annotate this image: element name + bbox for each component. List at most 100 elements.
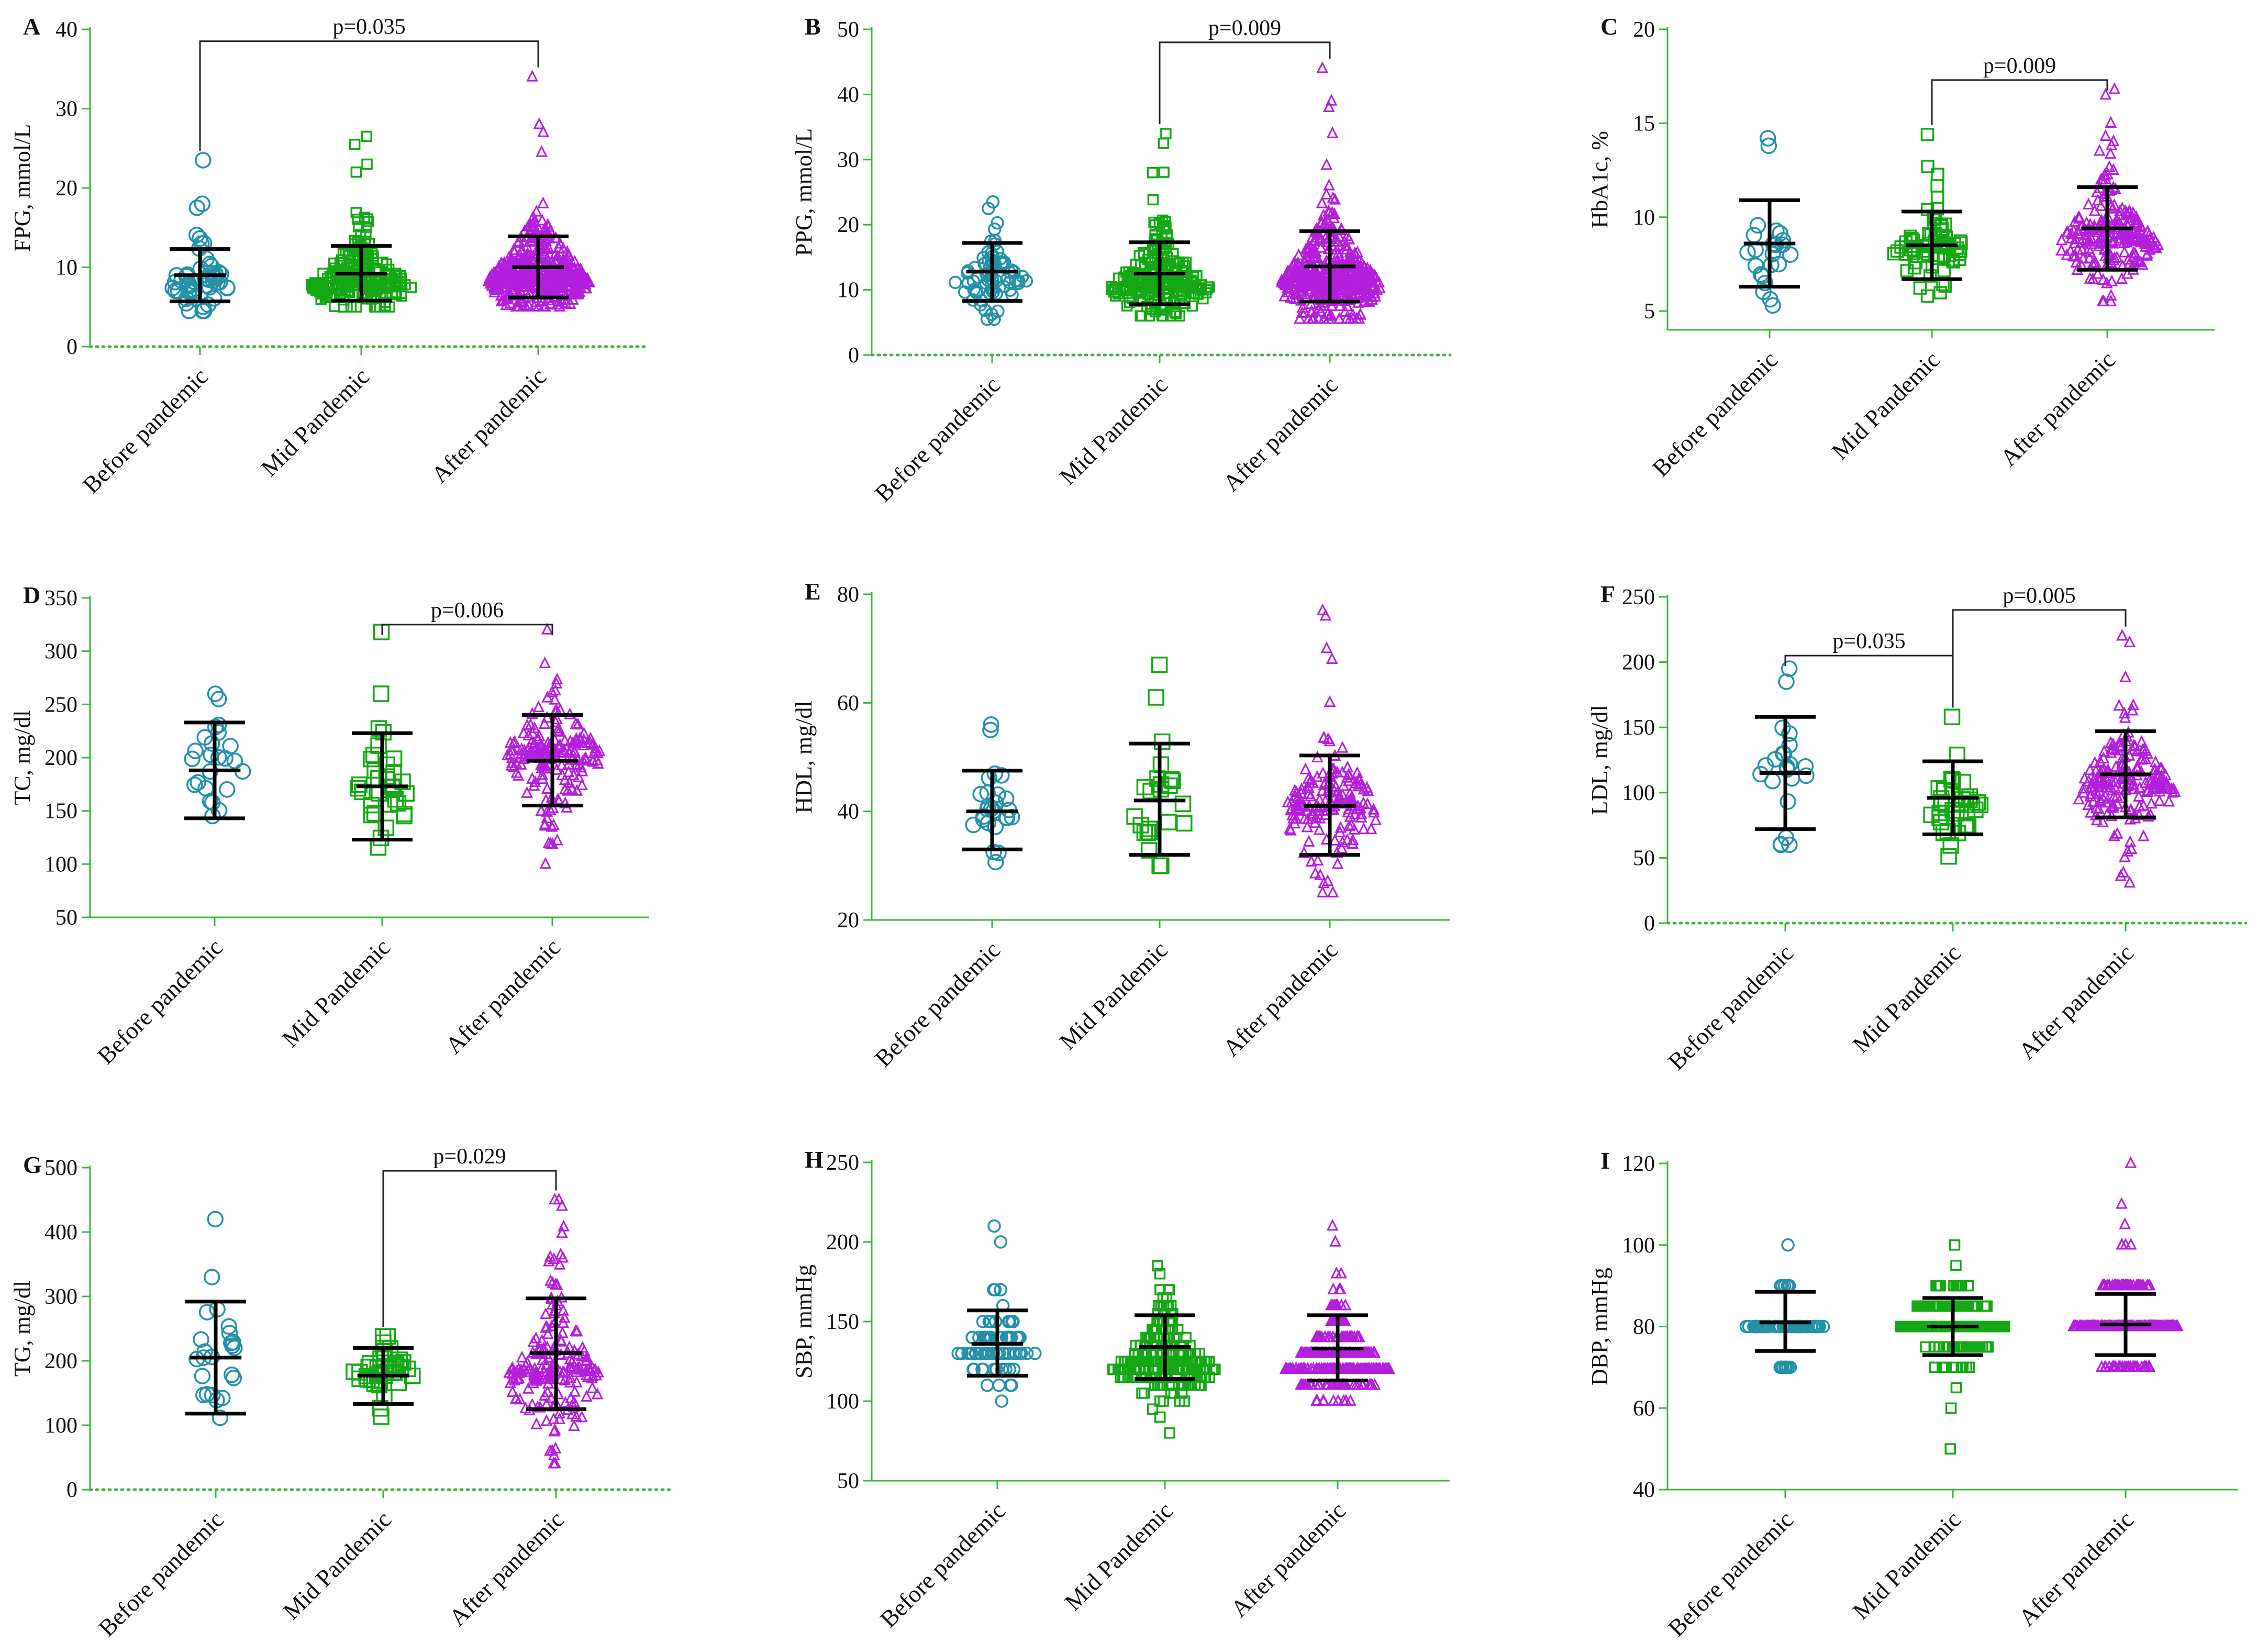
data-point <box>1361 781 1373 793</box>
data-point <box>515 268 528 280</box>
data-point <box>1151 657 1168 673</box>
data-point <box>2118 246 2131 258</box>
data-point <box>207 685 224 702</box>
data-point <box>1305 855 1318 867</box>
x-category-label: Mid Pandemic <box>1826 346 1945 465</box>
x-category-label: After pandemic <box>444 1506 569 1631</box>
data-point <box>2122 1360 2135 1372</box>
data-point <box>336 254 348 266</box>
x-category-label: After pandemic <box>2014 939 2139 1064</box>
data-point <box>1354 308 1367 320</box>
panel-letter: E <box>805 578 821 605</box>
points-before <box>1739 1238 1830 1374</box>
data-point <box>349 780 366 797</box>
data-point <box>1153 733 1171 750</box>
data-point <box>1972 1300 1984 1312</box>
data-point <box>1361 287 1373 299</box>
data-point <box>553 1258 566 1270</box>
data-point <box>1288 276 1301 288</box>
data-point <box>2107 253 2120 265</box>
data-point <box>361 158 373 170</box>
data-point <box>1958 817 1974 834</box>
data-point <box>1290 812 1302 824</box>
data-point <box>510 1364 523 1377</box>
data-point <box>1324 734 1336 747</box>
data-point <box>1002 1315 1016 1328</box>
data-point <box>992 1378 1006 1392</box>
data-point <box>1359 1362 1371 1374</box>
data-point <box>1318 730 1330 742</box>
x-category-label: Mid Pandemic <box>277 1506 396 1625</box>
data-point <box>1355 807 1368 819</box>
data-point <box>1136 1388 1148 1399</box>
data-point <box>374 1328 392 1345</box>
data-point <box>2152 770 2165 782</box>
data-point <box>1281 1362 1293 1374</box>
data-point <box>2129 1360 2141 1372</box>
data-point <box>2137 829 2150 841</box>
data-point <box>1313 312 1325 324</box>
data-point <box>2118 706 2131 719</box>
data-point <box>1020 1347 1034 1360</box>
data-point <box>1937 236 1951 250</box>
x-category-label: Before pandemic <box>1663 1506 1798 1641</box>
data-point <box>1341 833 1353 845</box>
data-point <box>1782 246 1799 263</box>
data-point <box>1313 1378 1325 1390</box>
data-point <box>552 268 564 281</box>
data-point <box>389 281 401 293</box>
data-point <box>516 742 528 755</box>
data-point <box>1329 193 1341 205</box>
data-point <box>553 740 566 753</box>
panel-letter: I <box>1600 1147 1610 1174</box>
data-point <box>980 1347 994 1360</box>
data-point <box>536 214 548 226</box>
data-point <box>1309 867 1321 879</box>
data-point <box>521 786 533 798</box>
data-point <box>1352 264 1364 276</box>
significance-bracket: p=0.009 <box>1931 54 2108 125</box>
data-point <box>321 287 333 299</box>
points-after <box>2055 82 2164 306</box>
y-axis-title: HbA1c, % <box>1587 131 1613 228</box>
y-axis-title: SBP, mmHg <box>791 1264 817 1379</box>
data-point <box>1904 229 1917 243</box>
data-point <box>987 1219 1001 1233</box>
data-point <box>1333 825 1346 838</box>
data-point <box>1316 885 1329 897</box>
data-point <box>385 764 402 781</box>
data-point <box>520 1365 532 1377</box>
data-point <box>976 251 990 265</box>
data-point <box>1779 1360 1793 1374</box>
data-point <box>2116 202 2129 214</box>
data-point <box>194 1368 211 1384</box>
data-point <box>1798 767 1815 784</box>
y-tick-label: 150 <box>1622 716 1655 740</box>
data-point <box>2099 129 2112 141</box>
data-point <box>219 279 236 296</box>
data-point <box>536 1334 548 1346</box>
data-point <box>566 293 579 305</box>
data-point <box>1342 768 1355 781</box>
data-point <box>500 298 513 310</box>
y-tick-label: 30 <box>837 148 859 172</box>
data-point <box>1369 269 1382 281</box>
y-tick-label: 50 <box>1633 846 1655 870</box>
data-point <box>997 257 1011 271</box>
data-point <box>1141 820 1158 837</box>
data-point <box>1365 1362 1377 1374</box>
data-point <box>195 1386 212 1404</box>
data-point <box>2114 204 2126 216</box>
x-category-label: Mid Pandemic <box>1847 1506 1966 1625</box>
data-point <box>2096 294 2109 306</box>
data-point <box>553 1412 566 1424</box>
y-tick-label: 0 <box>848 343 859 368</box>
data-point <box>1309 249 1321 262</box>
x-category-label: Before pandemic <box>92 934 228 1069</box>
data-point <box>544 297 557 309</box>
data-point <box>980 1378 994 1392</box>
data-point <box>493 262 506 274</box>
data-point <box>1157 257 1168 269</box>
p-value-label: p=0.035 <box>1832 629 1905 653</box>
y-tick-label: 200 <box>45 1349 77 1373</box>
